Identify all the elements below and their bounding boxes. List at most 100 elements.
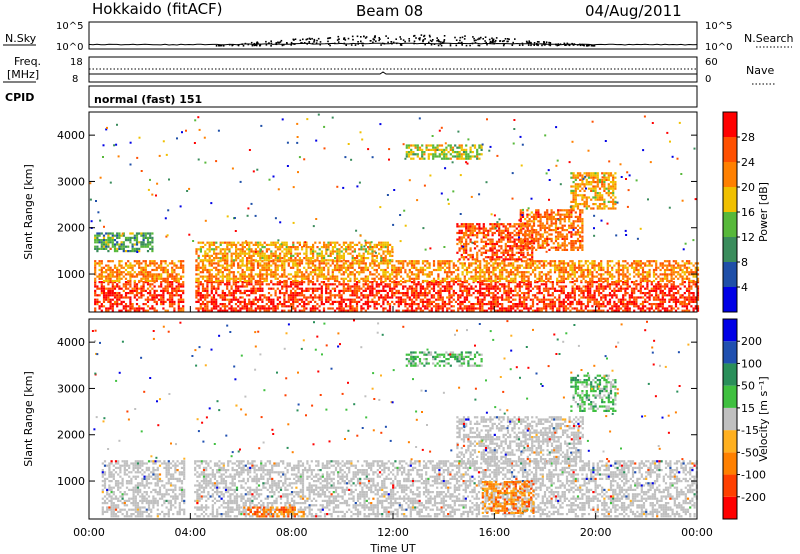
scatter-cell [289,298,293,301]
scatter-cell [661,307,664,310]
scatter-cell [327,259,330,262]
noise-sample [268,42,270,44]
scatter-cell [672,287,675,290]
scatter-cell [320,285,323,288]
scatter-cell [129,289,132,292]
noise-sample [392,41,395,44]
scatter-cell [224,259,227,262]
scatter-cell [349,273,352,276]
scatter-cell [285,300,288,303]
scatter-cell [113,279,117,283]
scatter-cell [696,305,700,308]
scatter-cell [547,298,550,301]
noise-sample [457,42,460,44]
scatter-cell [259,264,262,267]
scatter-cell [316,289,319,292]
scatter-cell [402,266,405,269]
scatter-cell [116,273,119,276]
scatter-cell [325,250,328,253]
scatter-cell [624,307,627,310]
scatter-cell [696,296,700,299]
scatter-cell [688,289,691,292]
scatter-cell [175,279,178,283]
scatter-cell [127,292,130,295]
scatter-cell [107,289,110,292]
scatter-cell [252,309,255,312]
scatter-cell [388,287,392,290]
scatter-cell [135,275,139,278]
scatter-cell [102,305,106,308]
scatter-cell [252,285,255,288]
scatter-cell [129,264,132,267]
scatter-cell [558,296,561,299]
scatter-cell [122,305,125,308]
scatter-cell [217,264,220,267]
scatter-cell [481,303,484,306]
noise-sample [480,36,482,39]
noise-sample [459,36,462,39]
scatter-cell [360,254,363,257]
scatter-cell [501,262,504,265]
scatter-cell [344,271,348,274]
scatter-cell [380,243,383,246]
scatter-cell [688,303,691,306]
scatter-cell [630,281,634,284]
scatter-cell [144,309,147,312]
scatter-cell [279,257,282,260]
noise-sample [582,44,585,46]
scatter-cell [144,243,147,246]
scatter-cell [111,260,114,263]
scatter-cell [336,248,339,251]
scatter-cell [382,285,385,288]
scatter-cell [428,262,431,265]
noise-sample [277,41,279,44]
scatter-cell [215,279,218,283]
scatter-cell [567,307,570,310]
scatter-cell [318,298,321,301]
scatter-cell [353,268,356,272]
scatter-cell [648,262,651,265]
scatter-cell [397,289,400,292]
scatter-cell [305,268,308,272]
scatter-cell [542,264,546,267]
scatter-cell [639,277,642,280]
scatter-cell [210,300,213,303]
scatter-cell [424,260,427,263]
scatter-cell [395,296,398,299]
scatter-cell [349,277,352,280]
scatter-cell [261,305,264,308]
scatter-cell [235,252,238,255]
scatter-cell [668,294,671,297]
scatter-cell [210,287,213,290]
scatter-cell [98,281,101,284]
scatter-cell [531,303,535,306]
noise-sample [455,44,458,47]
scatter-cell [608,307,612,310]
scatter-cell [327,241,330,244]
scatter-cell [646,287,649,290]
scatter-cell [129,303,132,306]
scatter-cell [507,309,510,312]
scatter-cell [232,283,235,286]
noise-sample [449,44,452,47]
scatter-cell [553,260,557,263]
scatter-cell [470,275,473,278]
scatter-cell [622,266,625,269]
noise-sample [489,40,492,43]
scatter-cell [246,257,249,260]
scatter-cell [120,300,123,303]
scatter-cell [534,275,537,278]
scatter-cell [567,264,570,267]
scatter-cell [624,266,627,269]
scatter-cell [397,271,400,274]
scatter-cell [320,246,323,249]
scatter-cell [476,292,480,295]
scatter-cell [289,292,293,295]
scatter-cell [272,307,275,310]
scatter-cell [622,283,625,286]
scatter-cell [371,252,374,255]
scatter-cell [113,239,117,242]
scatter-cell [430,296,433,299]
scatter-cell [272,275,275,278]
scatter-cell [135,292,139,295]
